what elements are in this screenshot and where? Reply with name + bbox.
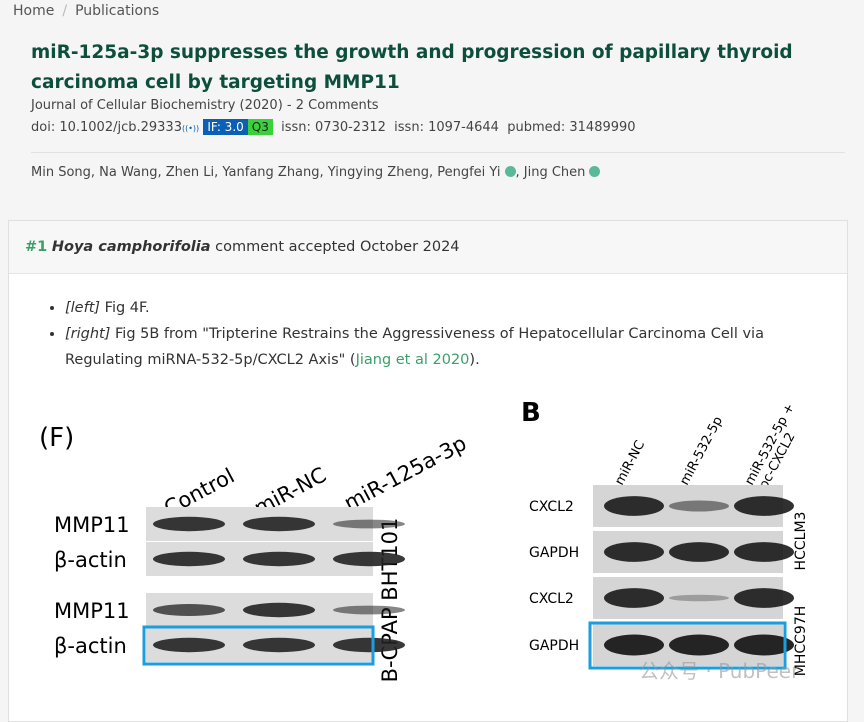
- verified-icon: [589, 166, 601, 177]
- watermark: 公众号 · PubPeer: [639, 659, 800, 683]
- cell-line-label: MHCC97H: [793, 606, 809, 677]
- row-label: MMP11: [54, 599, 130, 623]
- comment-item: [left] Fig 4F.: [65, 295, 845, 321]
- band: [243, 516, 315, 532]
- author-name[interactable]: Pengfei Yi: [437, 165, 501, 180]
- author-name[interactable]: Min Song: [31, 165, 91, 180]
- comment-number[interactable]: #1: [25, 239, 48, 255]
- band: [153, 551, 225, 567]
- comment-status: comment accepted October 2024: [215, 239, 460, 255]
- comment-header: #1 Hoya camphorifolia comment accepted O…: [9, 221, 847, 274]
- journal: Journal of Cellular Biochemistry (2020) …: [31, 98, 379, 113]
- row-label: β-actin: [54, 634, 127, 658]
- cell-line-label: B-CPAP BHT101: [378, 518, 402, 683]
- author: Yingying Zheng: [328, 165, 437, 180]
- author-name[interactable]: Zhen Li: [165, 165, 215, 180]
- doi[interactable]: doi: 10.1002/jcb.29333: [31, 120, 182, 135]
- breadcrumb-current: Publications: [75, 3, 160, 19]
- band: [604, 588, 664, 608]
- band: [604, 496, 664, 516]
- band: [734, 634, 794, 656]
- row-label: GAPDH: [529, 545, 579, 561]
- band: [333, 551, 405, 567]
- author: Na Wang: [99, 165, 166, 180]
- comment-item: [right] Fig 5B from "Tripterine Restrain…: [65, 321, 845, 373]
- band: [669, 594, 729, 602]
- row-label: CXCL2: [529, 499, 574, 515]
- band: [243, 637, 315, 653]
- identifiers: doi: 10.1002/jcb.29333((•)) IF: 3.0 Q3 is…: [31, 119, 636, 135]
- authors: Min Song Na Wang Zhen Li Yanfang Zhang Yingy…: [31, 165, 601, 180]
- band: [153, 637, 225, 653]
- band: [734, 496, 794, 516]
- band: [153, 604, 225, 616]
- panel-label: B: [521, 398, 541, 428]
- row-label: MMP11: [54, 513, 130, 537]
- author-name[interactable]: Jing Chen: [523, 165, 586, 180]
- comment-author[interactable]: Hoya camphorifolia: [51, 239, 211, 255]
- comment-list: [left] Fig 4F.[right] Fig 5B from "Tript…: [29, 295, 845, 373]
- row-label: CXCL2: [529, 591, 574, 607]
- band: [243, 602, 315, 618]
- band: [669, 542, 729, 562]
- item-text: ).: [469, 352, 480, 368]
- item-text: Fig 5B from "Tripterine Restrains the Ag…: [65, 326, 764, 368]
- band: [333, 519, 405, 529]
- row-label: GAPDH: [529, 638, 579, 654]
- author: Pengfei Yi: [437, 165, 524, 180]
- band: [734, 542, 794, 562]
- author-name[interactable]: Yingying Zheng: [327, 165, 429, 180]
- band: [604, 634, 664, 656]
- author: Min Song: [31, 165, 99, 180]
- figure: (F) B B-CPAP BHT101 HCCLM3 MHCC97H Contr…: [11, 392, 841, 716]
- quartile: Q3: [247, 119, 273, 135]
- author: Zhen Li: [166, 165, 223, 180]
- author-name[interactable]: Na Wang: [99, 165, 158, 180]
- author: Jing Chen: [524, 165, 601, 180]
- publication-title: miR‐125a‐3p suppresses the growth and pr…: [31, 42, 793, 93]
- issn: issn: 1097-4644: [394, 120, 499, 135]
- impact-factor: IF: 3.0: [203, 119, 248, 135]
- item-tag: [left]: [65, 300, 101, 316]
- divider: [31, 152, 845, 153]
- pubmed[interactable]: pubmed: 31489990: [507, 120, 636, 135]
- breadcrumb-link[interactable]: Home: [13, 3, 55, 19]
- author: Yanfang Zhang: [222, 165, 327, 180]
- row-label: β-actin: [54, 548, 127, 572]
- band: [243, 551, 315, 567]
- breadcrumb: Home / Publications: [13, 3, 160, 19]
- highlight: [142, 625, 375, 666]
- band: [734, 588, 794, 608]
- band: [153, 516, 225, 532]
- cell-line-label: HCCLM3: [793, 512, 809, 571]
- item-tag: [right]: [65, 326, 111, 342]
- band: [604, 542, 664, 562]
- item-link[interactable]: Jiang et al 2020: [355, 352, 470, 368]
- band: [669, 634, 729, 656]
- highlight: [588, 621, 787, 670]
- comment-card: #1 Hoya camphorifolia comment accepted O…: [8, 220, 848, 722]
- verified-icon: [504, 166, 516, 177]
- issn: issn: 0730-2312: [281, 120, 386, 135]
- band: [333, 605, 405, 615]
- author-name[interactable]: Yanfang Zhang: [222, 165, 320, 180]
- band: [669, 500, 729, 512]
- item-text: Fig 4F.: [100, 300, 150, 316]
- panel-label: (F): [39, 423, 74, 453]
- band: [333, 637, 405, 653]
